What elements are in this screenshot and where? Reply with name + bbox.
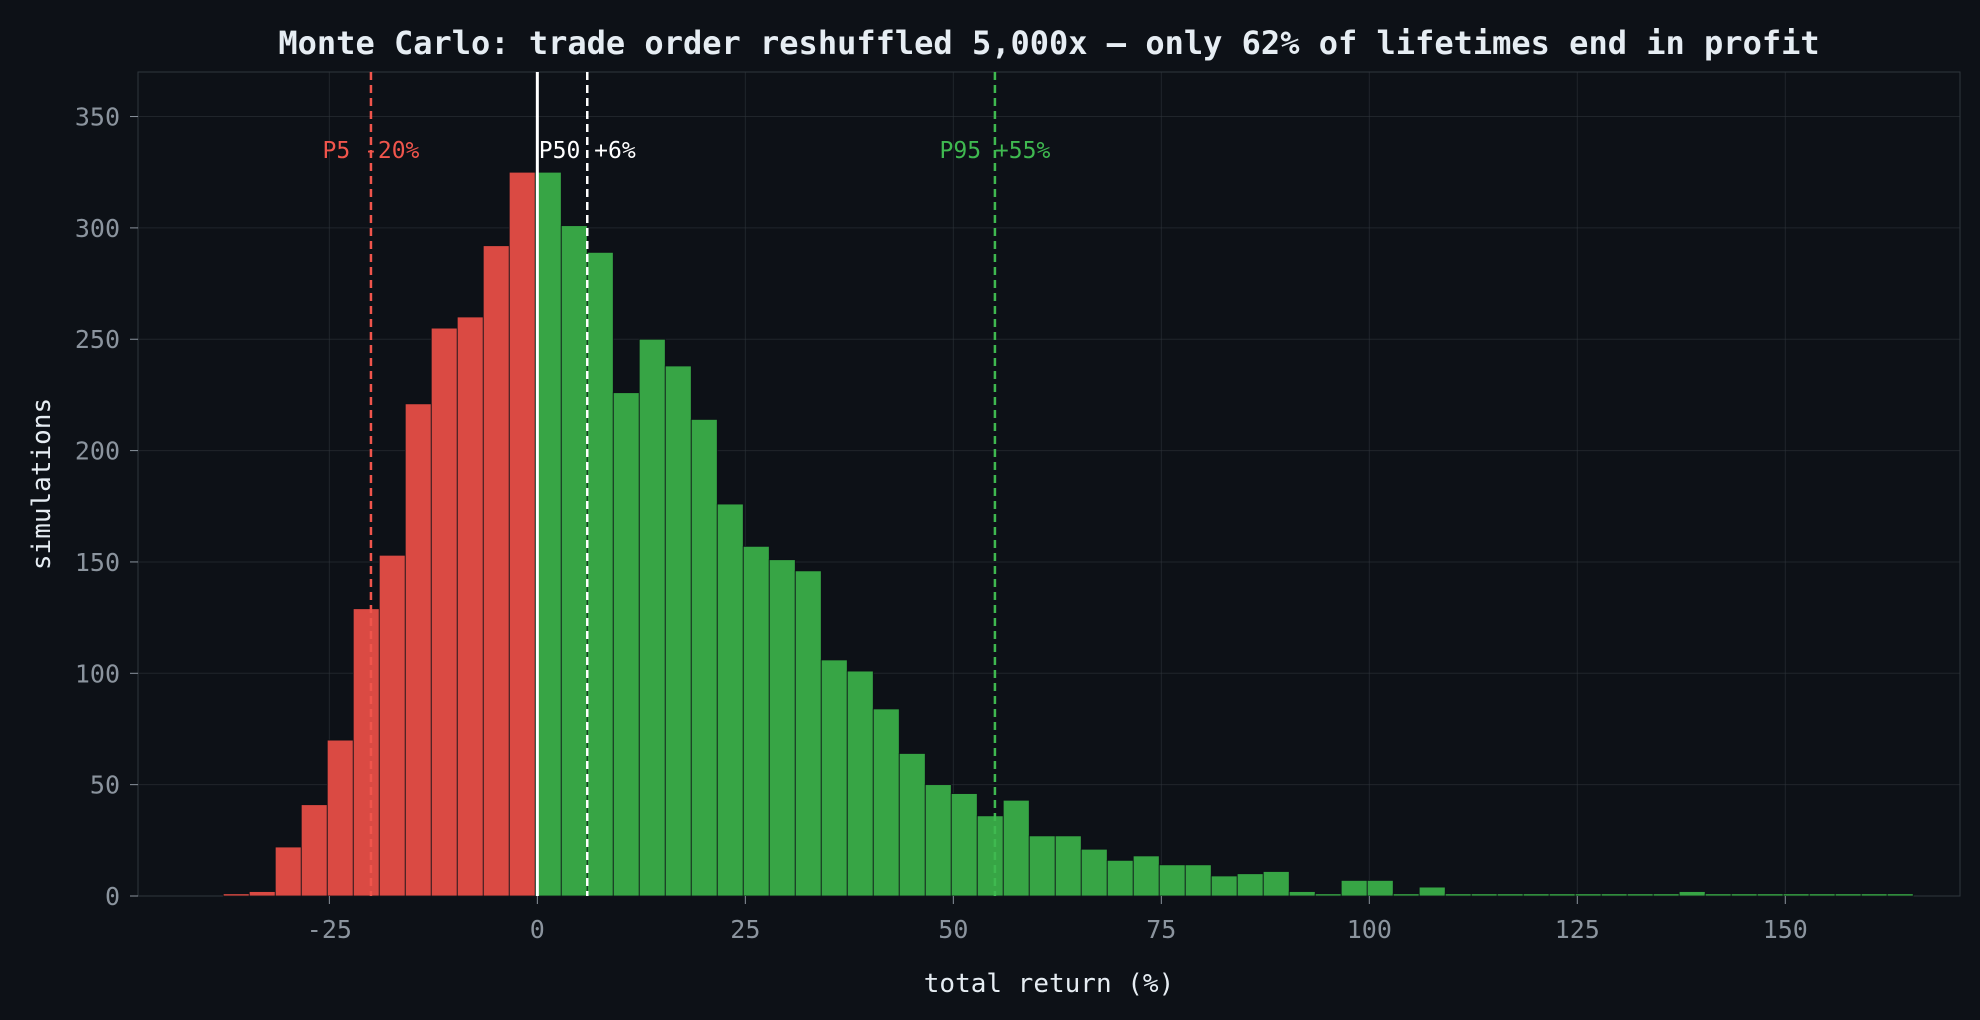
histogram-bar bbox=[300, 804, 328, 897]
histogram-bar bbox=[976, 815, 1004, 897]
histogram-bar bbox=[768, 559, 796, 897]
histogram-bar bbox=[716, 503, 744, 897]
histogram-bar bbox=[1418, 886, 1446, 897]
histogram-bar bbox=[1080, 848, 1108, 897]
histogram-bar bbox=[1782, 893, 1810, 897]
histogram-bar bbox=[664, 365, 692, 897]
histogram-bar bbox=[404, 403, 432, 897]
histogram-bar bbox=[612, 392, 640, 897]
x-tick-label: 0 bbox=[530, 915, 545, 944]
histogram-bar bbox=[1210, 875, 1238, 897]
histogram-bar bbox=[1756, 893, 1784, 897]
histogram-bar bbox=[1236, 873, 1264, 897]
x-axis-label: total return (%) bbox=[924, 969, 1174, 999]
histogram-bar bbox=[1470, 893, 1498, 897]
histogram-bar bbox=[1392, 893, 1420, 897]
histogram-bar bbox=[508, 171, 536, 897]
histogram-bar bbox=[456, 316, 484, 897]
histogram-bar bbox=[820, 659, 848, 897]
histogram-bar bbox=[1184, 864, 1212, 897]
histogram-bar bbox=[1860, 893, 1888, 897]
percentile-label-p95: P95 +55% bbox=[940, 138, 1051, 164]
histogram-bar bbox=[1886, 893, 1914, 897]
histogram-bar bbox=[352, 608, 380, 897]
x-tick-label: 125 bbox=[1555, 915, 1600, 944]
histogram-bar bbox=[924, 784, 952, 897]
histogram-bar bbox=[846, 670, 874, 897]
histogram-bar bbox=[222, 893, 250, 897]
x-tick-label: 75 bbox=[1146, 915, 1176, 944]
y-tick-label: 100 bbox=[75, 659, 120, 688]
histogram-bar bbox=[1106, 859, 1134, 897]
histogram-bar bbox=[1730, 893, 1758, 897]
histogram-bar bbox=[1704, 893, 1732, 897]
histogram-bar bbox=[1600, 893, 1628, 897]
histogram-bar bbox=[1574, 893, 1602, 897]
histogram-bar bbox=[560, 225, 588, 897]
histogram-bar bbox=[274, 846, 302, 897]
percentile-label-p5: P5 -20% bbox=[322, 138, 419, 164]
x-tick-label: 100 bbox=[1347, 915, 1392, 944]
histogram-bar bbox=[1314, 893, 1342, 897]
y-tick-label: 0 bbox=[105, 882, 120, 911]
histogram-bar bbox=[326, 739, 354, 897]
x-tick-label: 50 bbox=[938, 915, 968, 944]
histogram-bar bbox=[1002, 799, 1030, 897]
x-tick-label: -25 bbox=[307, 915, 352, 944]
histogram-bar bbox=[872, 708, 900, 897]
histogram-bars bbox=[222, 171, 1914, 897]
histogram-bar bbox=[482, 245, 510, 897]
histogram-bar bbox=[1158, 864, 1186, 897]
histogram-bar bbox=[1054, 835, 1082, 897]
histogram-bar bbox=[1444, 893, 1472, 897]
histogram-bar bbox=[1678, 891, 1706, 897]
histogram-bar bbox=[1548, 893, 1576, 897]
x-tick-label: 150 bbox=[1763, 915, 1808, 944]
histogram-bar bbox=[1028, 835, 1056, 897]
histogram-bar bbox=[1262, 871, 1290, 897]
histogram-bar bbox=[1132, 855, 1160, 897]
histogram-bar bbox=[690, 419, 718, 897]
histogram-bar bbox=[586, 251, 614, 897]
histogram-bar bbox=[1340, 880, 1368, 897]
histogram-bar bbox=[638, 338, 666, 897]
histogram-bar bbox=[1366, 880, 1394, 897]
chart-title: Monte Carlo: trade order reshuffled 5,00… bbox=[278, 24, 1819, 62]
x-tick-label: 25 bbox=[730, 915, 760, 944]
histogram-bar bbox=[430, 327, 458, 897]
y-tick-label: 200 bbox=[75, 437, 120, 466]
histogram-bar bbox=[1496, 893, 1524, 897]
percentile-label-p50: P50 +6% bbox=[539, 138, 636, 164]
y-tick-label: 50 bbox=[90, 771, 120, 800]
histogram-bar bbox=[1834, 893, 1862, 897]
reference-lines: P5 -20% P50 +6% P95 +55% bbox=[322, 72, 1050, 896]
histogram-bar bbox=[1626, 893, 1654, 897]
histogram-bar bbox=[1288, 891, 1316, 897]
histogram-bar bbox=[534, 171, 562, 897]
y-tick-label: 250 bbox=[75, 325, 120, 354]
histogram-bar bbox=[378, 554, 406, 897]
histogram-bar bbox=[794, 570, 822, 897]
histogram-bar bbox=[950, 793, 978, 897]
y-tick-label: 300 bbox=[75, 214, 120, 243]
histogram-bar bbox=[742, 545, 770, 897]
histogram-bar bbox=[1522, 893, 1550, 897]
histogram-bar bbox=[1652, 893, 1680, 897]
y-tick-label: 150 bbox=[75, 548, 120, 577]
histogram-bar bbox=[248, 891, 276, 897]
histogram-bar bbox=[1808, 893, 1836, 897]
histogram-bar bbox=[898, 753, 926, 897]
y-tick-label: 350 bbox=[75, 103, 120, 132]
y-axis-label: simulations bbox=[27, 398, 57, 570]
axis-ticks: -25 0 25 50 75 100 125 150 0 50 100 150 200 250 300 350 bbox=[75, 103, 1808, 944]
